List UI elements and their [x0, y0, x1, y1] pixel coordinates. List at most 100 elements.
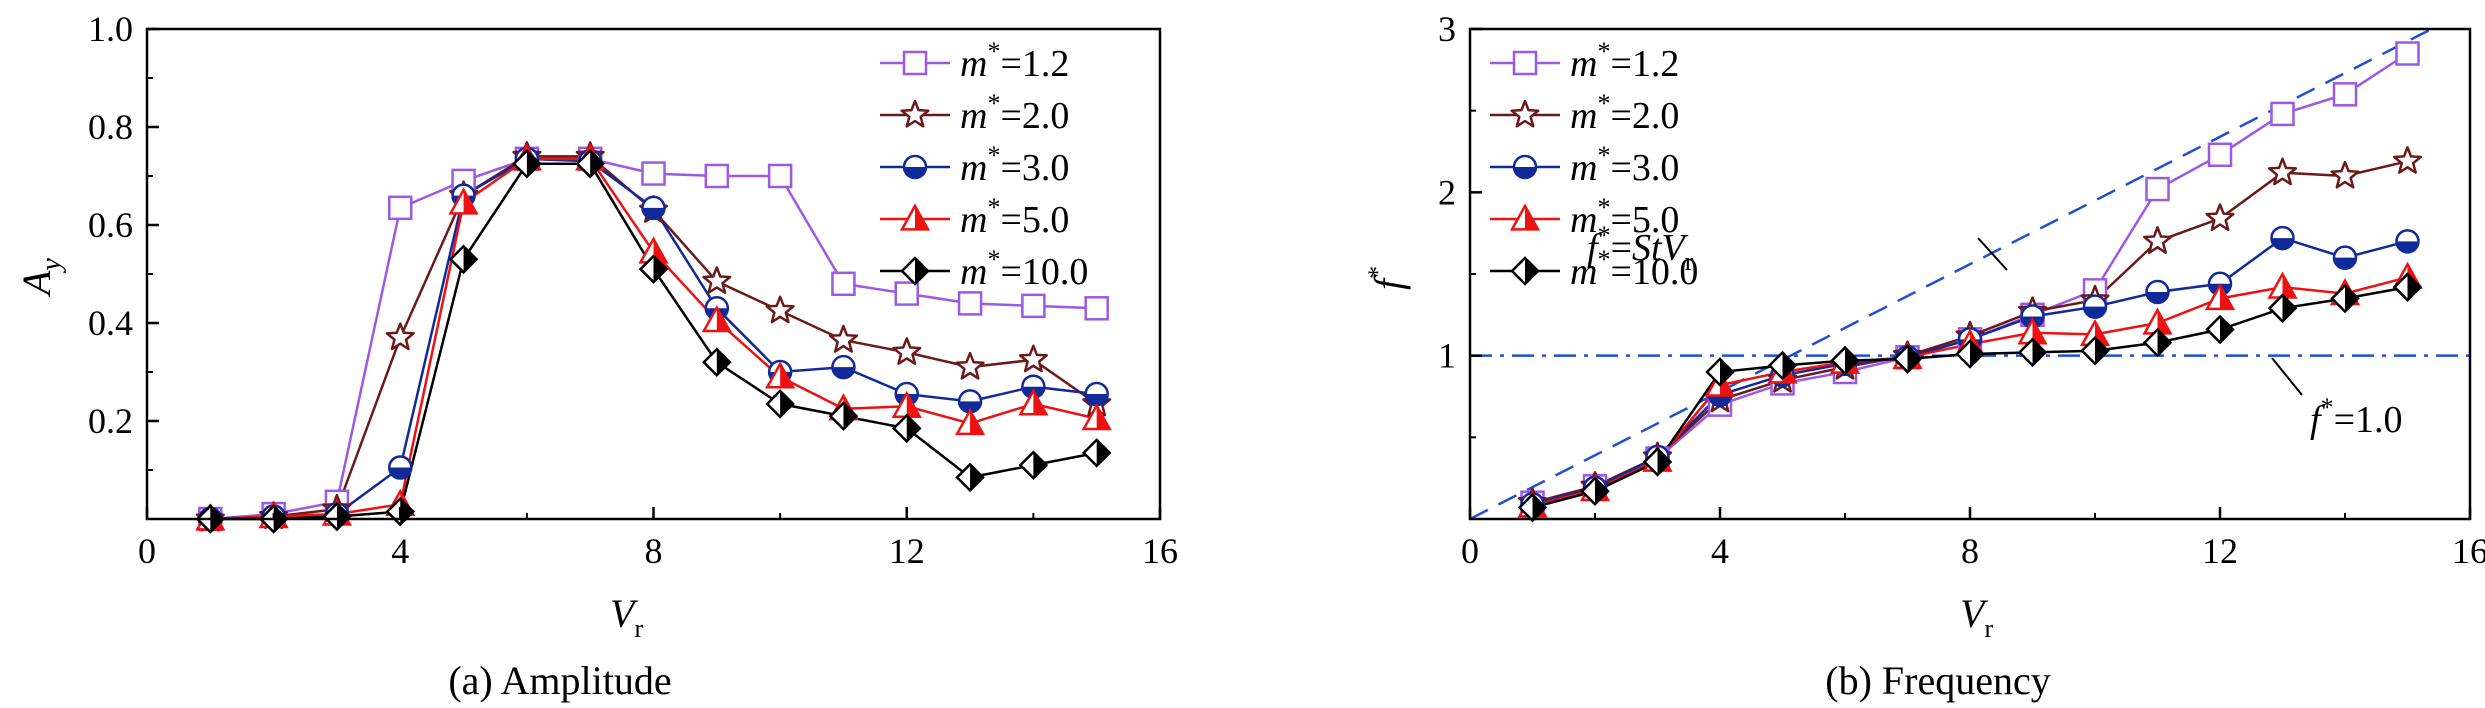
frequency-legend-label-val-3: =5.0 [1610, 199, 1679, 241]
frequency-y-axis-sup: * [1363, 266, 1392, 279]
amplitude-point-s0-12 [957, 291, 983, 316]
amplitude-point-s4-10 [828, 401, 859, 431]
amplitude-point-s1-12-shape [955, 351, 985, 380]
amplitude-point-s4-14-fill [1096, 439, 1110, 466]
amplitude-legend-label-val-3: =5.0 [1000, 199, 1069, 241]
frequency-point-s4-0 [1517, 492, 1548, 523]
frequency-point-s4-3 [1705, 357, 1735, 387]
amplitude-point-s1-10-shape [828, 324, 859, 353]
frequency-point-s2-13 [2332, 245, 2358, 270]
frequency-point-s0-11-shape [2207, 142, 2233, 168]
frequency-point-s4-7 [1955, 339, 1985, 369]
frequency-point-s1-13 [2330, 160, 2360, 189]
frequency-y-tick-label-2: 3 [1438, 9, 1456, 49]
amplitude-point-s3-13 [1018, 388, 1049, 416]
frequency-point-s4-12 [2267, 293, 2298, 324]
amplitude-legend-marker-4-fill [915, 258, 928, 284]
amplitude-legend-label-var-1: m [960, 95, 987, 137]
amplitude-legend-item-4: m*=10.0 [880, 245, 1088, 293]
frequency-point-s3-11 [2204, 282, 2236, 311]
amplitude-point-s1-9 [765, 295, 795, 324]
frequency-point-s2-9-fill [2084, 306, 2106, 318]
frequency-point-s2-14 [2395, 229, 2420, 254]
frequency-series-line-4 [1532, 285, 2408, 509]
amplitude-ticks: 0 4 8 12 16 0.2 0.4 0.6 0.8 1.0 [88, 9, 1178, 571]
frequency-legend-label-sup-3: * [1597, 193, 1610, 222]
amplitude-point-s2-3-fill [389, 467, 412, 479]
amplitude-point-s3-14-fill [1096, 405, 1110, 429]
amplitude-point-s1-3-shape [385, 322, 415, 351]
frequency-legend-marker-3-fill [1525, 206, 1538, 230]
amplitude-point-s4-6-fill [590, 150, 604, 177]
amplitude-point-s3-11-fill [906, 393, 920, 417]
amplitude-point-s4-10-fill [843, 403, 857, 430]
amplitude-point-s0-11 [894, 281, 919, 306]
amplitude-point-s4-11 [891, 413, 922, 444]
amplitude-legend-marker-0 [902, 50, 928, 76]
amplitude-legend-marker-2-fill [904, 167, 926, 178]
frequency-point-s4-11 [2205, 314, 2235, 345]
frequency-legend-label-var-3: m [1570, 199, 1597, 241]
frequency-point-s4-5-fill [1845, 347, 1858, 374]
amplitude-point-s2-12-fill [959, 401, 982, 413]
frequency-point-s2-8 [2020, 304, 2045, 329]
frequency-legend-label-val-1: =2.0 [1610, 95, 1679, 137]
frequency-point-s4-1 [1580, 476, 1610, 507]
frequency-legend-label-var-2: m [1570, 147, 1597, 189]
amplitude-point-s1-12 [955, 351, 985, 380]
amplitude-point-s4-5 [512, 148, 542, 179]
amplitude-point-s1-13 [1018, 344, 1048, 373]
amplitude-point-s4-7-fill [653, 256, 667, 283]
amplitude-legend-marker-1 [900, 99, 930, 128]
frequency-legend-label-0: m*=1.2 [1570, 37, 1679, 85]
amplitude-point-s0-3 [388, 195, 413, 221]
amplitude-legend-marker-1-shape [900, 99, 930, 128]
frequency-point-s2-12 [2270, 225, 2295, 251]
amplitude-point-s4-5-fill [526, 150, 540, 177]
frequency-point-s0-13-shape [2332, 82, 2358, 107]
amplitude-legend-marker-2 [902, 154, 928, 180]
amplitude-legend-label-sup-2: * [987, 141, 1000, 170]
amplitude-legend-label-val-4: =10.0 [1000, 251, 1088, 293]
amplitude-point-s0-13-shape [1021, 293, 1046, 319]
frequency-legend-marker-1 [1510, 99, 1540, 128]
frequency-x-tick-label-0: 0 [1461, 531, 1479, 571]
amplitude-legend-marker-3 [899, 203, 931, 231]
frequency-point-s4-4-fill [1782, 352, 1796, 379]
frequency-point-s4-6 [1892, 344, 1923, 374]
frequency-point-s4-1-fill [1595, 478, 1608, 505]
frequency-legend-item-1: m*=2.0 [1490, 89, 1679, 137]
amplitude-legend-label-4: m*=10.0 [960, 245, 1088, 293]
amplitude-point-s4-4-fill [463, 246, 477, 273]
amplitude-point-s0-7-shape [641, 161, 666, 186]
amplitude-point-s4-2 [322, 501, 352, 532]
frequency-y-tick-label-1: 2 [1438, 172, 1456, 212]
amplitude-x-axis-title: Vr [610, 591, 643, 643]
frequency-point-s4-4 [1767, 350, 1798, 381]
amplitude-legend-label-0: m*=1.2 [960, 37, 1069, 85]
frequency-point-s2-13-fill [2334, 257, 2356, 269]
amplitude-point-s0-10-shape [831, 271, 856, 297]
frequency-point-s1-11 [2205, 203, 2235, 232]
amplitude-legend-label-sup-0: * [987, 37, 1000, 66]
amplitude-point-s4-13 [1018, 450, 1049, 480]
amplitude-legend-label-sup-1: * [987, 89, 1000, 118]
amplitude-y-tick-label-1: 0.4 [88, 303, 133, 343]
amplitude-x-axis-sub: r [634, 614, 643, 643]
frequency-point-s3-12-fill [2282, 274, 2296, 298]
amplitude-point-s4-12-fill [970, 464, 984, 491]
frequency-legend-label-1: m*=2.0 [1570, 89, 1679, 137]
amplitude-point-s0-14 [1084, 296, 1109, 321]
frequency-point-s4-10-fill [2157, 329, 2171, 356]
frequency-legend: m*=1.2m*=2.0m*=3.0m*=5.0m*=10.0 [1490, 37, 1698, 293]
frequency-legend-item-0: m*=1.2 [1490, 37, 1679, 85]
amplitude-point-s3-12 [954, 407, 986, 436]
frequency-legend-marker-4 [1510, 256, 1540, 286]
amplitude-x-axis-var: V [610, 591, 639, 636]
amplitude-caption: (a) Amplitude [448, 658, 671, 703]
frequency-point-s2-10 [2145, 279, 2170, 305]
amplitude-point-s0-8-shape [704, 163, 730, 189]
frequency-point-s4-10 [2142, 327, 2173, 358]
frequency-x-tick-label-3: 12 [2202, 531, 2238, 571]
